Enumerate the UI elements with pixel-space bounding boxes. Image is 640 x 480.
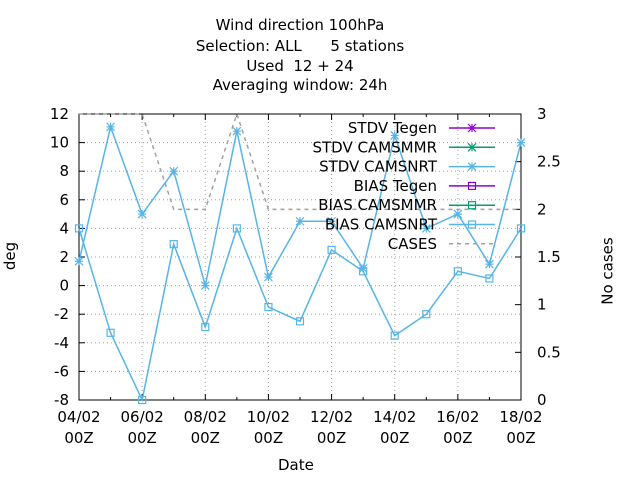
y2-tick-label: 2.5 bbox=[537, 153, 561, 171]
legend-marker bbox=[467, 220, 477, 229]
chart-title-line-1: Wind direction 100hPa bbox=[215, 16, 385, 34]
legend-marker bbox=[467, 201, 477, 210]
data-point bbox=[516, 224, 526, 233]
series-line bbox=[78, 124, 522, 286]
y-tick-label: 12 bbox=[50, 105, 69, 123]
data-point bbox=[390, 131, 400, 140]
data-point bbox=[327, 245, 336, 254]
series-line bbox=[79, 111, 521, 211]
y-tick-label: 8 bbox=[59, 162, 69, 180]
legend-label: STDV CAMSNRT bbox=[319, 158, 438, 176]
series-2 bbox=[74, 122, 526, 291]
data-point bbox=[106, 122, 115, 132]
chart-title-line-3: Used 12 + 24 bbox=[246, 57, 354, 75]
y-axis-label: deg bbox=[1, 241, 20, 271]
data-point bbox=[106, 328, 115, 337]
data-point bbox=[74, 256, 84, 266]
x-tick-label: 14/02 bbox=[373, 408, 416, 426]
legend-label: BIAS Tegen bbox=[354, 177, 437, 195]
y2-tick-label: 3 bbox=[537, 105, 547, 123]
legend-label: BIAS CAMSNRT bbox=[325, 216, 438, 234]
ticks bbox=[78, 113, 522, 401]
x-tick-label-time: 00Z bbox=[191, 429, 220, 447]
x-tick-label: 06/02 bbox=[121, 408, 164, 426]
data-point bbox=[485, 259, 494, 269]
x-tick-label: 08/02 bbox=[184, 408, 227, 426]
legend-marker bbox=[467, 123, 477, 133]
data-point bbox=[390, 331, 399, 340]
x-tick-label-time: 00Z bbox=[506, 429, 535, 447]
x-tick-label-time: 00Z bbox=[443, 429, 472, 447]
x-tick-label-time: 00Z bbox=[127, 429, 156, 447]
data-point bbox=[201, 322, 210, 332]
series-5 bbox=[74, 224, 526, 405]
y-tick-label: 6 bbox=[59, 191, 69, 209]
grid bbox=[79, 114, 521, 400]
y-tick-label: -6 bbox=[54, 362, 69, 380]
data-point bbox=[516, 138, 526, 148]
y2-tick-label: 0 bbox=[537, 391, 547, 409]
data-point bbox=[421, 223, 431, 233]
y-tick-label: -4 bbox=[54, 334, 69, 352]
legend-marker bbox=[467, 181, 477, 190]
data-point bbox=[453, 209, 463, 219]
chart-title-line-4: Averaging window: 24h bbox=[212, 76, 388, 94]
y-tick-label: -2 bbox=[54, 305, 69, 323]
x-tick-label: 16/02 bbox=[436, 408, 479, 426]
y-tick-label: 0 bbox=[59, 277, 69, 295]
legend-label: CASES bbox=[388, 235, 437, 253]
y2-tick-label: 0.5 bbox=[537, 343, 561, 361]
data-point bbox=[137, 209, 147, 219]
x-tick-label-time: 00Z bbox=[254, 429, 283, 447]
data-point bbox=[169, 240, 178, 249]
data-point bbox=[453, 267, 462, 276]
data-point bbox=[138, 395, 147, 405]
data-point bbox=[200, 281, 210, 291]
data-point bbox=[232, 224, 241, 233]
series-6 bbox=[79, 111, 521, 211]
y-tick-label: 2 bbox=[59, 248, 69, 266]
y2-tick-label: 2 bbox=[537, 200, 547, 218]
y-tick-label: 10 bbox=[50, 134, 69, 152]
y-tick-label: 4 bbox=[59, 219, 69, 237]
legend-marker bbox=[467, 162, 477, 172]
legend-marker bbox=[467, 142, 477, 152]
y2-tick-label: 1.5 bbox=[537, 248, 561, 266]
data-point bbox=[169, 166, 179, 176]
y2-axis-label: No cases bbox=[598, 237, 617, 305]
data-point bbox=[295, 216, 305, 226]
x-tick-label: 04/02 bbox=[57, 408, 100, 426]
x-tick-label: 12/02 bbox=[310, 408, 353, 426]
x-tick-label-time: 00Z bbox=[380, 429, 409, 447]
series-line bbox=[78, 226, 522, 403]
legend-label: BIAS CAMSMMR bbox=[318, 196, 437, 214]
data-point bbox=[232, 126, 242, 136]
y-tick-label: -8 bbox=[54, 391, 69, 409]
data-point bbox=[422, 310, 431, 319]
x-tick-label: 18/02 bbox=[499, 408, 542, 426]
data-point bbox=[295, 317, 305, 326]
data-point bbox=[327, 216, 336, 226]
chart-title-line-2: Selection: ALL 5 stations bbox=[195, 37, 405, 55]
data-point bbox=[74, 224, 84, 233]
data-point bbox=[358, 264, 368, 273]
data-point bbox=[359, 267, 368, 276]
legend-label: STDV Tegen bbox=[348, 119, 437, 137]
x-axis-label: Date bbox=[278, 456, 314, 474]
x-tick-label: 10/02 bbox=[247, 408, 290, 426]
x-tick-label-time: 00Z bbox=[317, 429, 346, 447]
x-tick-label-time: 00Z bbox=[64, 429, 93, 447]
data-point bbox=[264, 272, 273, 282]
data-point bbox=[264, 302, 273, 312]
legend-label: STDV CAMSMMR bbox=[312, 138, 437, 156]
y2-tick-label: 1 bbox=[537, 296, 547, 314]
data-point bbox=[485, 274, 494, 283]
